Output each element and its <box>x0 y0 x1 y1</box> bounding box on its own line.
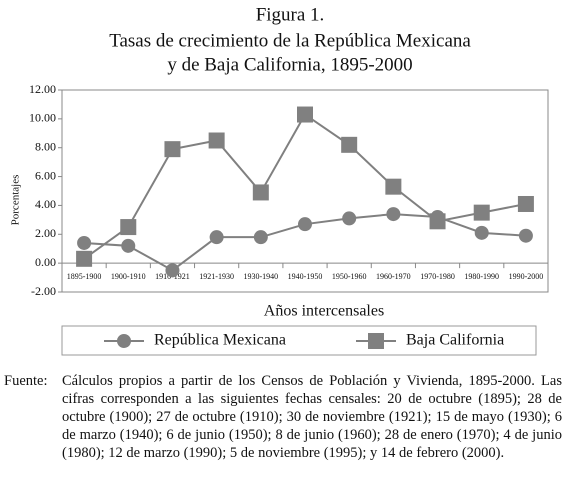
chart-title: Figura 1. <box>256 4 325 25</box>
x-axis-label: Años intercensales <box>264 303 384 320</box>
marker <box>386 207 401 222</box>
legend-marker <box>117 334 131 348</box>
chart-subtitle: y de Baja California, 1895-2000 <box>167 54 412 75</box>
marker <box>120 219 137 236</box>
x-tick-label: 1930-1940 <box>243 272 278 281</box>
x-tick-label: 1970-1980 <box>420 272 455 281</box>
source-label: Fuente: <box>4 373 48 389</box>
legend-box <box>61 325 537 356</box>
marker <box>342 211 357 226</box>
marker <box>341 136 358 153</box>
chart: Figura 1. Tasas de crecimiento de la Rep… <box>10 4 549 356</box>
legend-label: Baja California <box>406 332 504 349</box>
marker <box>208 132 225 149</box>
x-tick-label: 1895-1900 <box>67 272 102 281</box>
marker <box>164 141 181 158</box>
y-tick-label: 0.00 <box>35 255 56 269</box>
marker <box>252 184 269 201</box>
marker <box>473 204 490 221</box>
marker <box>165 263 180 278</box>
series-line <box>83 113 527 260</box>
marker <box>209 230 224 245</box>
y-tick-label: 8.00 <box>35 139 56 153</box>
marker <box>518 228 533 243</box>
x-tick-label: 1990-2000 <box>509 272 544 281</box>
marker <box>298 217 312 232</box>
legend-label: República Mexicana <box>154 332 286 349</box>
marker <box>253 230 268 245</box>
marker <box>121 238 136 253</box>
x-tick-label: 1960-1970 <box>376 272 411 281</box>
y-tick-label: 12.00 <box>29 82 56 96</box>
chart-subtitle: Tasas de crecimiento de la República Mex… <box>109 30 471 51</box>
y-tick-label: 4.00 <box>35 197 56 211</box>
marker <box>517 195 534 212</box>
marker <box>77 235 92 250</box>
legend-marker <box>368 333 384 349</box>
y-tick-label: 6.00 <box>35 168 56 182</box>
y-tick-label: -2.00 <box>31 284 56 298</box>
marker <box>297 106 313 123</box>
x-tick-label: 1980-1990 <box>464 272 499 281</box>
marker <box>429 213 446 230</box>
x-tick-label: 1900-1910 <box>111 272 146 281</box>
marker <box>385 178 402 195</box>
marker <box>474 225 489 240</box>
x-tick-label: 1940-1950 <box>288 272 323 281</box>
y-axis-label: Porcentajes <box>10 175 22 226</box>
y-tick-label: 10.00 <box>29 111 56 125</box>
x-tick-label: 1950-1960 <box>332 272 367 281</box>
marker <box>76 250 93 267</box>
x-tick-label: 1921-1930 <box>199 272 234 281</box>
plot-frame <box>61 89 549 293</box>
y-tick-label: 2.00 <box>35 226 56 240</box>
source-text: Cálculos propios a partir de los Censos … <box>62 373 562 461</box>
